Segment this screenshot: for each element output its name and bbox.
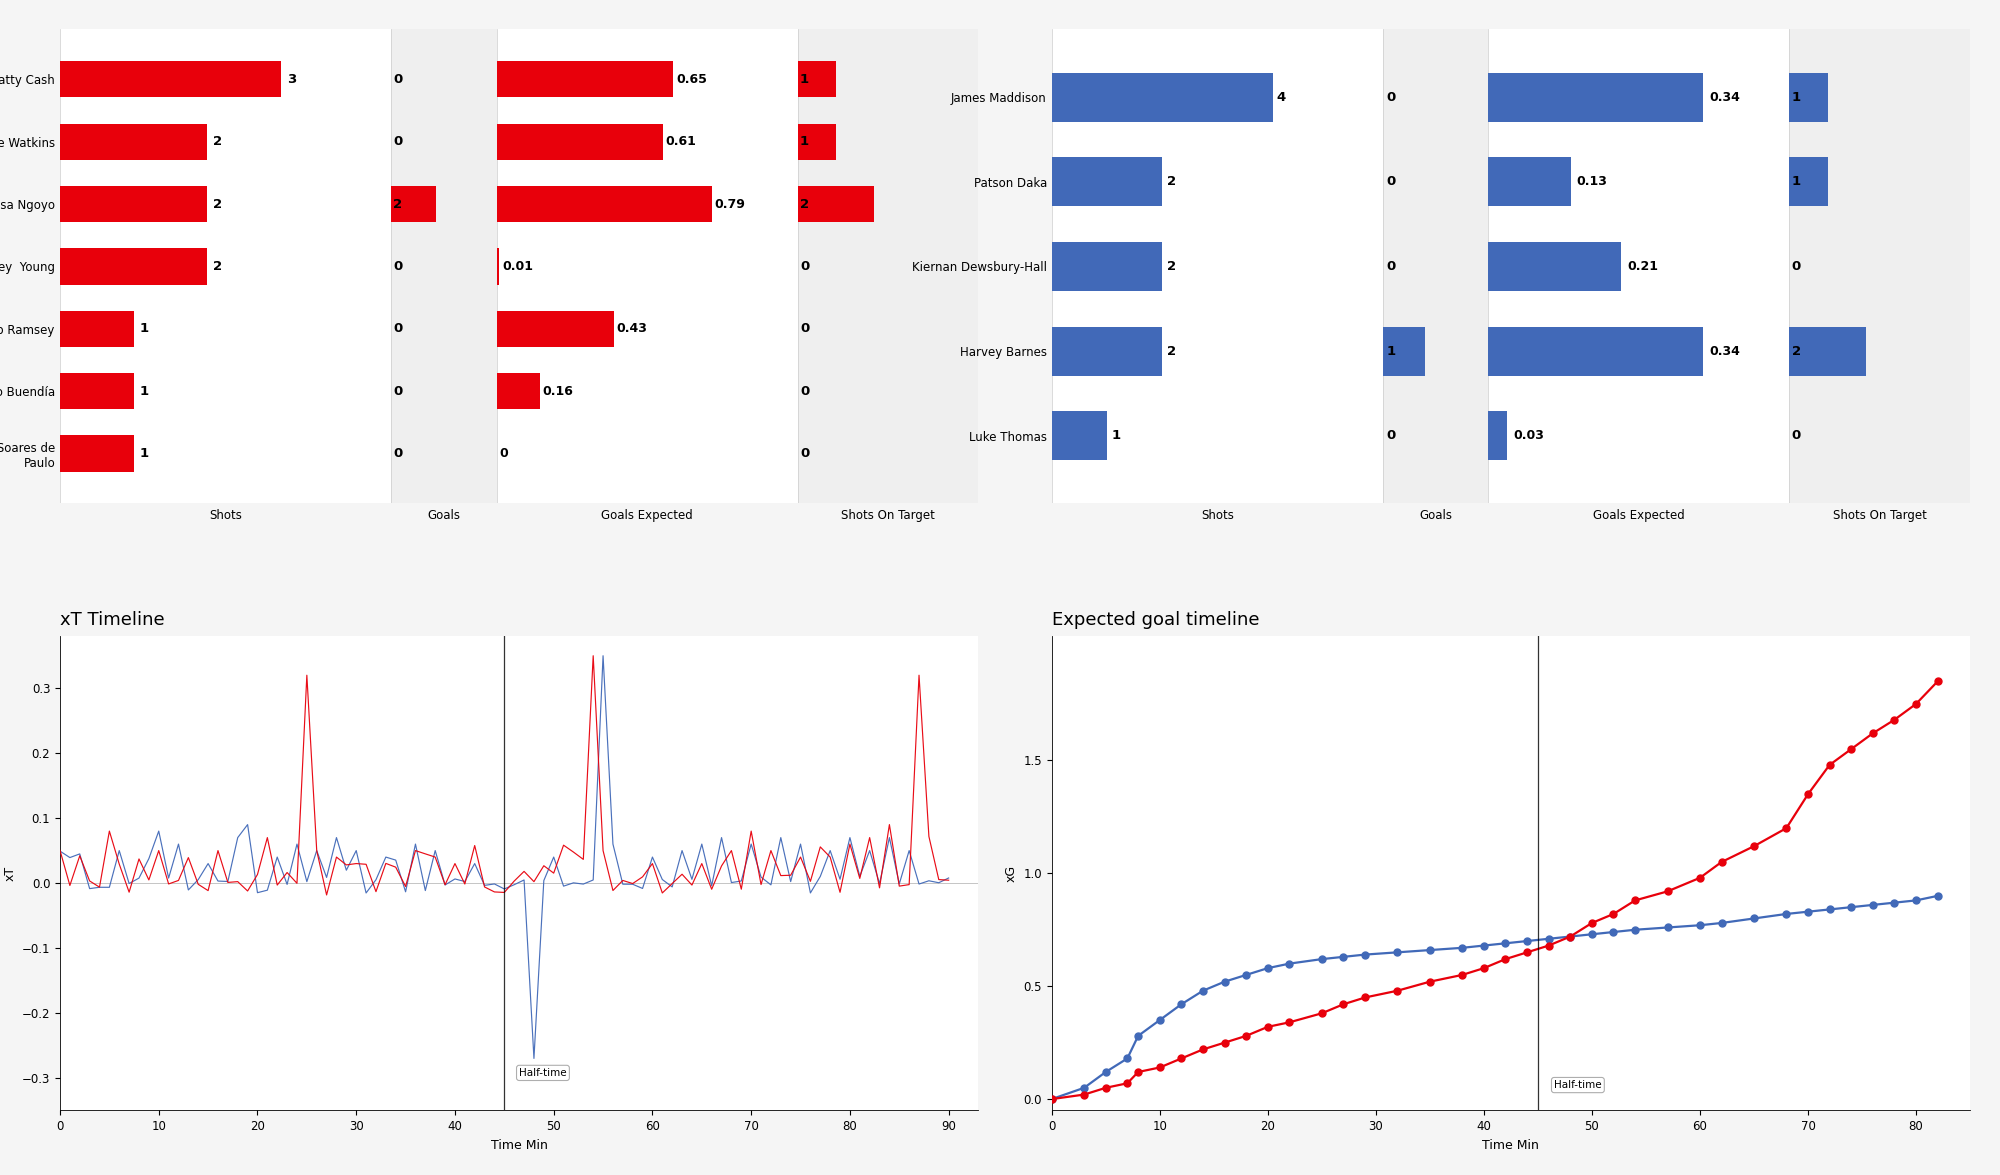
Text: 0: 0 [1792, 260, 1800, 273]
Bar [496, 310, 614, 347]
Text: 2: 2 [1166, 175, 1176, 188]
X-axis label: Time Min: Time Min [490, 1139, 548, 1152]
Bar [60, 310, 134, 347]
Bar [60, 186, 208, 222]
Bar [798, 186, 874, 222]
Text: 1: 1 [800, 73, 810, 86]
Text: 4: 4 [1276, 90, 1286, 103]
Bar [60, 61, 280, 98]
Text: 0.65: 0.65 [676, 73, 708, 86]
Bar [496, 248, 500, 284]
Text: 1: 1 [1112, 429, 1120, 442]
Bar [496, 123, 662, 160]
Text: 0: 0 [1386, 429, 1396, 442]
X-axis label: Shots On Target: Shots On Target [842, 509, 934, 522]
Text: 3: 3 [286, 73, 296, 86]
X-axis label: Goals: Goals [1420, 509, 1452, 522]
Bar [1488, 157, 1570, 207]
Text: 0.13: 0.13 [1576, 175, 1608, 188]
Bar [60, 374, 134, 409]
Text: 0.21: 0.21 [1628, 260, 1658, 273]
Bar [1052, 157, 1162, 207]
Text: 2: 2 [392, 197, 402, 210]
Text: xT Timeline: xT Timeline [60, 611, 164, 629]
Text: Expected goal timeline: Expected goal timeline [1052, 611, 1260, 629]
Text: 0: 0 [392, 135, 402, 148]
Bar [392, 186, 436, 222]
Text: 1: 1 [800, 135, 810, 148]
Text: 0.34: 0.34 [1710, 344, 1740, 357]
Text: 0: 0 [500, 448, 508, 461]
Text: 2: 2 [1166, 260, 1176, 273]
Text: 2: 2 [214, 197, 222, 210]
Bar [798, 123, 836, 160]
Text: 2: 2 [1792, 344, 1800, 357]
X-axis label: Shots: Shots [1200, 509, 1234, 522]
Bar [60, 436, 134, 471]
Y-axis label: xG: xG [1004, 865, 1018, 882]
Bar [1790, 157, 1828, 207]
Text: 0: 0 [1792, 429, 1800, 442]
Bar [1052, 327, 1162, 376]
Text: 0.61: 0.61 [666, 135, 696, 148]
Text: 0: 0 [392, 73, 402, 86]
Text: 0: 0 [392, 322, 402, 335]
Text: 0.01: 0.01 [502, 260, 532, 273]
Text: 0: 0 [392, 448, 402, 461]
Text: 1: 1 [1792, 175, 1800, 188]
Text: 0.43: 0.43 [616, 322, 648, 335]
Text: 1: 1 [140, 322, 148, 335]
Bar [1488, 327, 1704, 376]
Text: 2: 2 [214, 260, 222, 273]
Bar [1488, 411, 1508, 461]
Text: 2: 2 [214, 135, 222, 148]
Bar [1382, 327, 1426, 376]
Bar [1790, 73, 1828, 122]
Bar [60, 123, 208, 160]
Bar [1052, 73, 1272, 122]
Text: 0: 0 [392, 384, 402, 397]
Text: 0: 0 [800, 322, 810, 335]
Text: 0.03: 0.03 [1514, 429, 1544, 442]
Bar [60, 248, 208, 284]
X-axis label: Goals Expected: Goals Expected [1592, 509, 1684, 522]
Bar [798, 61, 836, 98]
X-axis label: Goals: Goals [428, 509, 460, 522]
Text: 0: 0 [800, 260, 810, 273]
Bar [496, 186, 712, 222]
X-axis label: Goals Expected: Goals Expected [602, 509, 692, 522]
Text: 0.34: 0.34 [1710, 90, 1740, 103]
Bar [1052, 242, 1162, 291]
X-axis label: Shots On Target: Shots On Target [1832, 509, 1926, 522]
Y-axis label: xT: xT [4, 866, 16, 881]
Text: Half-time: Half-time [520, 1068, 566, 1077]
X-axis label: Time Min: Time Min [1482, 1139, 1540, 1152]
Text: 2: 2 [800, 197, 810, 210]
Bar [1488, 73, 1704, 122]
Text: 0: 0 [1386, 90, 1396, 103]
Text: 1: 1 [1792, 90, 1800, 103]
Text: 0: 0 [1386, 260, 1396, 273]
Text: 1: 1 [1386, 344, 1396, 357]
Text: 0: 0 [392, 260, 402, 273]
Text: 0: 0 [800, 448, 810, 461]
Bar [496, 374, 540, 409]
Text: 1: 1 [140, 448, 148, 461]
Text: Half-time: Half-time [1554, 1080, 1602, 1090]
Text: 1: 1 [140, 384, 148, 397]
Bar [1790, 327, 1866, 376]
Text: 2: 2 [1166, 344, 1176, 357]
Bar [1052, 411, 1106, 461]
X-axis label: Shots: Shots [210, 509, 242, 522]
Bar [496, 61, 674, 98]
Text: 0: 0 [1386, 175, 1396, 188]
Text: 0.79: 0.79 [714, 197, 746, 210]
Text: 0.16: 0.16 [542, 384, 574, 397]
Bar [1488, 242, 1622, 291]
Text: 0: 0 [800, 384, 810, 397]
